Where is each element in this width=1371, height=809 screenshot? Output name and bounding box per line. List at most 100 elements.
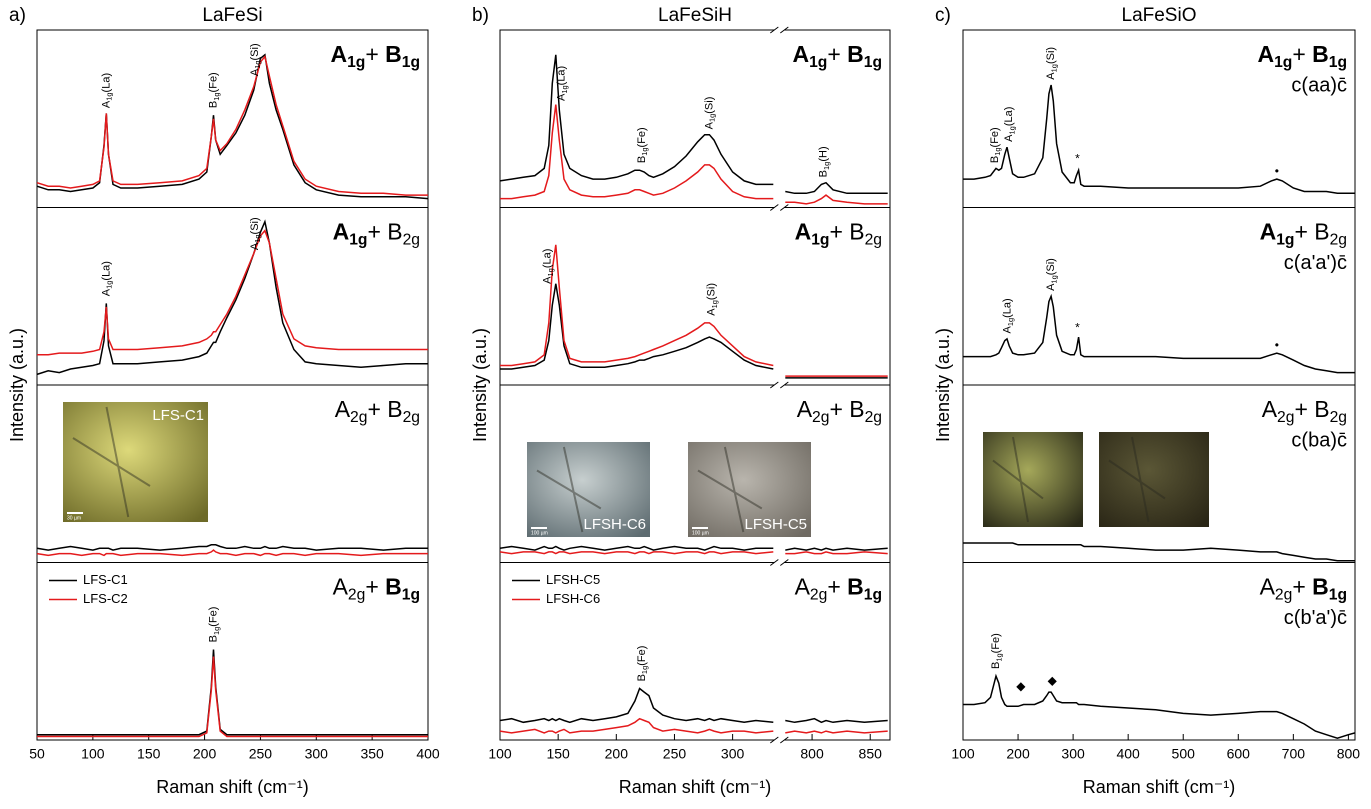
mode-label: A1g​+ B1g​: [330, 41, 420, 71]
x-tick-label: 250: [663, 746, 687, 762]
spectrum-line: [499, 717, 774, 734]
peak-label: A1g​(La): [100, 261, 113, 296]
peak-label: B1g​(Fe): [989, 127, 1002, 163]
break-gap: [774, 204, 785, 211]
inset-label: LFS-C1: [152, 407, 204, 424]
y-axis-label: Intensity (a.u.): [7, 328, 27, 442]
spectrum-line: [500, 244, 774, 367]
x-tick-label: 850: [859, 746, 883, 762]
panel-title: LaFeSiH: [658, 5, 732, 26]
peak-marker: *: [1075, 152, 1080, 166]
panel-label: a): [9, 5, 26, 26]
panel-label: b): [472, 5, 489, 26]
mode-label: A2g​+ B2g​: [797, 396, 882, 426]
x-tick-label: 200: [605, 746, 629, 762]
mode-label: A2g​+ B2g​: [1262, 396, 1347, 426]
inset-label: LFSH-C5: [744, 516, 807, 533]
peak-label: A1g​(La): [1002, 298, 1015, 333]
panel-title: LaFeSiO: [1122, 5, 1197, 26]
y-axis-label: Intensity (a.u.): [470, 328, 490, 442]
spectrum-line: [36, 54, 428, 196]
peak-marker: *: [1075, 320, 1080, 334]
peak-label: A1g​(Si): [1045, 258, 1058, 291]
break-mark: [770, 559, 789, 566]
spectrum-line: [785, 194, 888, 205]
scale-label: 30 µm: [67, 515, 81, 521]
spectrum-line: [36, 53, 429, 200]
geometry-label: c(aa)c̄: [1291, 74, 1347, 96]
break-mark: [770, 26, 789, 34]
inset-image: [527, 442, 650, 537]
peak-label: A1g​(Si): [249, 217, 262, 250]
peak-marker: ◆: [1016, 679, 1026, 693]
peak-label: A1g​(Si): [703, 97, 716, 130]
peak-label: B1g​(Fe): [207, 607, 220, 643]
mode-label: A2g​+ B2g​: [335, 396, 420, 426]
spectrum-line: [37, 649, 428, 736]
spectrum-line: [963, 84, 1355, 195]
x-tick-label: 350: [360, 746, 384, 762]
break-gap: [774, 382, 785, 388]
x-tick-label: 300: [305, 746, 329, 762]
spectrum-line: [37, 656, 428, 738]
x-tick-label: 200: [1006, 746, 1030, 762]
mode-label: A1g​+ B2g​: [1260, 219, 1347, 249]
x-tick-label: 100: [81, 746, 105, 762]
x-tick-label: 300: [1061, 746, 1085, 762]
break-gap: [774, 27, 785, 33]
x-axis-label: Raman shift (cm⁻¹): [156, 777, 309, 797]
legend-label: LFS-C1: [83, 572, 128, 587]
x-tick-label: 800: [800, 746, 824, 762]
inset-image: [1099, 432, 1209, 527]
x-tick-label: 300: [721, 746, 745, 762]
spectrum-line: [500, 283, 774, 370]
spectrum-line: [785, 717, 888, 724]
x-tick-label: 600: [1227, 746, 1251, 762]
x-tick-label: 500: [1172, 746, 1196, 762]
panel-label: c): [935, 5, 951, 26]
peak-label: A1g​(Si): [249, 43, 262, 76]
inset-label: LFSH-C6: [583, 516, 646, 533]
geometry-label: c(a'a')c̄: [1284, 252, 1347, 274]
spectrum-line: [785, 551, 888, 555]
mode-label: A2g​+ B1g​: [795, 574, 882, 604]
spectrum-line: [36, 549, 428, 557]
x-tick-label: 400: [416, 746, 440, 762]
mode-label: A1g​+ B2g​: [795, 219, 882, 249]
panel-title: LaFeSi: [202, 5, 262, 26]
x-tick-label: 250: [249, 746, 273, 762]
mode-label: A1g​+ B1g​: [792, 41, 882, 71]
x-tick-label: 150: [137, 746, 161, 762]
x-tick-label: 200: [193, 746, 217, 762]
scale-label: 100 µm: [692, 530, 709, 536]
y-axis-label: Intensity (a.u.): [933, 328, 953, 442]
x-tick-label: 150: [546, 746, 570, 762]
peak-marker: •: [1275, 164, 1279, 178]
break-gap: [774, 559, 785, 566]
x-axis-label: Raman shift (cm⁻¹): [619, 777, 772, 797]
spectrum-line: [36, 219, 428, 376]
spectrum-line: [500, 104, 774, 200]
break-gap: [774, 737, 785, 743]
spectrum-line: [963, 542, 1355, 562]
break-mark: [770, 381, 789, 389]
legend-label: LFSH-C6: [546, 591, 600, 606]
spectrum-line: [499, 687, 774, 724]
break-mark: [770, 736, 789, 744]
legend-label: LFS-C2: [83, 591, 128, 606]
peak-label: A1g​(La): [556, 66, 569, 101]
x-tick-label: 700: [1282, 746, 1306, 762]
peak-label: A1g​(Si): [706, 283, 719, 316]
x-tick-label: 100: [488, 746, 512, 762]
break-mark: [770, 204, 789, 211]
spectrum-line: [37, 229, 428, 356]
inset-texture: [536, 446, 602, 533]
inset-image: [63, 402, 208, 522]
geometry-label: c(ba)c̄: [1291, 429, 1347, 451]
peak-label: A1g​(Si): [1045, 47, 1058, 80]
legend-label: LFSH-C5: [546, 572, 600, 587]
x-tick-label: 400: [1116, 746, 1140, 762]
inset-texture: [72, 406, 151, 518]
spectrum-line: [499, 551, 774, 555]
